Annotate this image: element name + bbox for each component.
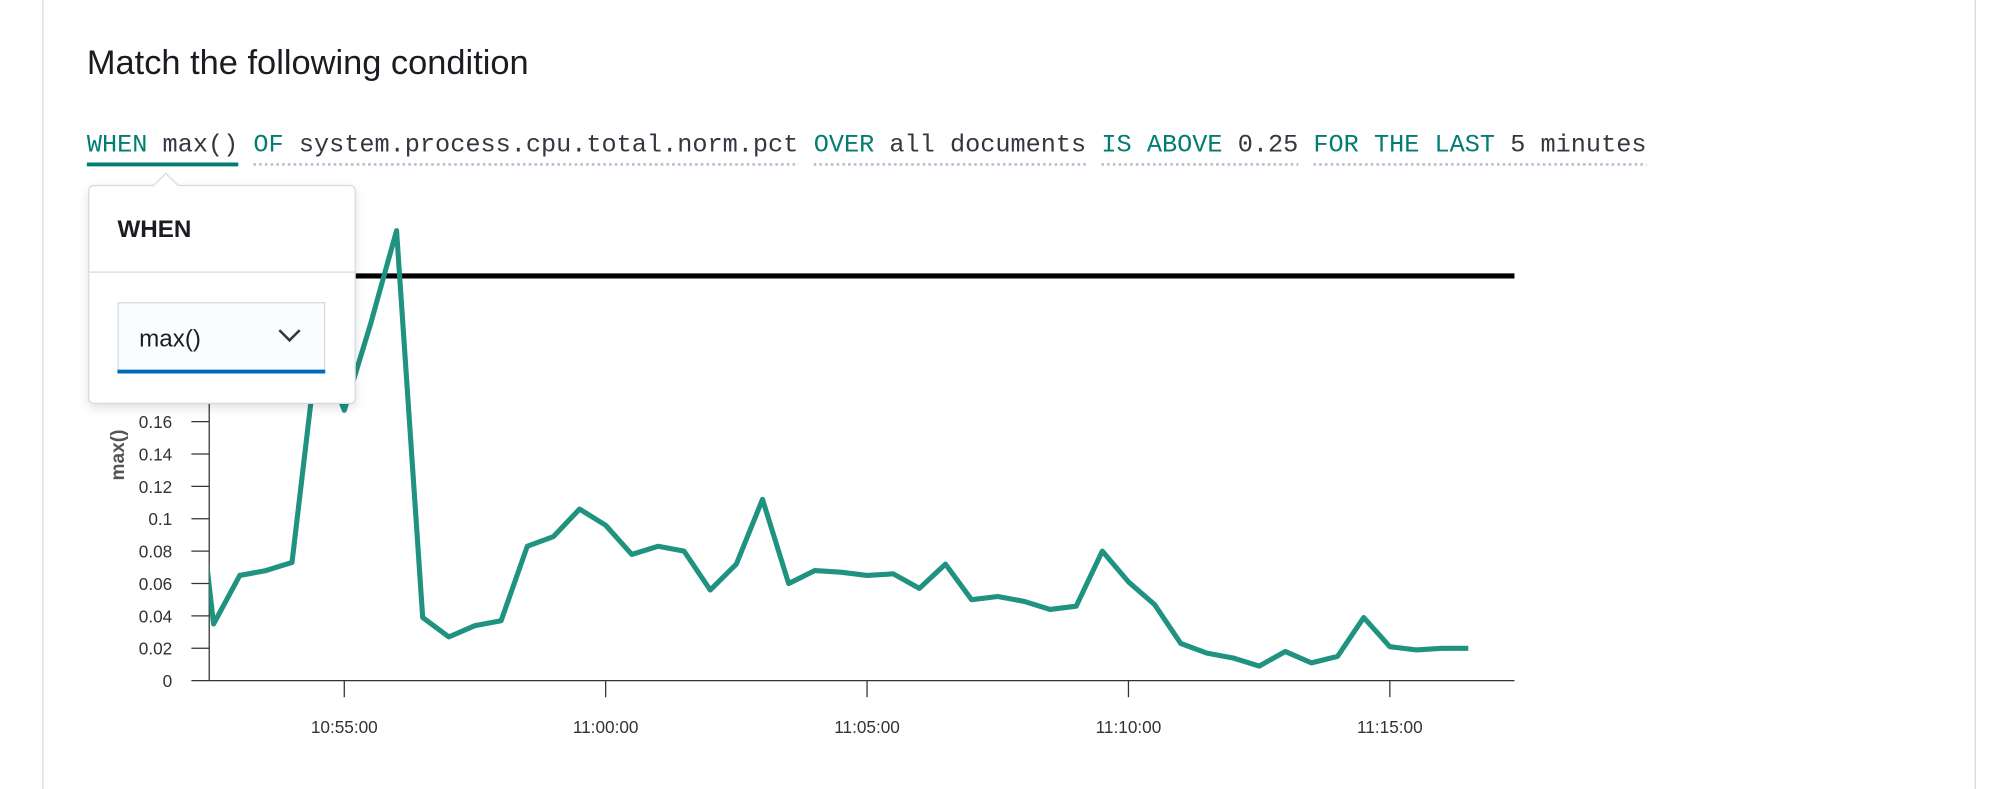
clause-keyword[interactable]: OVER xyxy=(814,131,875,160)
y-axis-label: max() xyxy=(108,430,129,481)
clause-keyword[interactable]: OF xyxy=(253,131,283,160)
expression-clause[interactable]: IS ABOVE 0.25 xyxy=(1101,131,1299,166)
condition-expression: WHEN max() OF system.process.cpu.total.norm… xyxy=(86,131,1647,167)
expression-clause[interactable]: OVER all documents xyxy=(813,131,1087,166)
clause-value[interactable]: 0.25 xyxy=(1238,131,1299,160)
x-tick-label: 11:10:00 xyxy=(1096,717,1162,737)
y-tick-label: 0.16 xyxy=(139,412,172,432)
clause-keyword[interactable]: FOR THE LAST xyxy=(1313,131,1495,160)
popover-content: WHEN max() xyxy=(89,172,355,374)
expression-clause[interactable]: WHEN max() xyxy=(86,131,239,167)
clause-keyword[interactable]: WHEN xyxy=(87,131,148,160)
y-tick-label: 0.08 xyxy=(139,542,172,562)
x-tick-label: 11:15:00 xyxy=(1357,717,1423,737)
x-tick-label: 10:55:00 xyxy=(311,717,378,737)
popover-arrow-mask xyxy=(154,184,178,189)
y-tick-label: 0.14 xyxy=(139,444,173,464)
section-title: Match the following condition xyxy=(87,44,529,82)
popover-arrow xyxy=(152,172,180,187)
select-chevron[interactable] xyxy=(278,329,301,343)
aggregation-select[interactable]: max() xyxy=(117,302,326,374)
y-tick-label: 0 xyxy=(163,671,173,691)
clause-value[interactable]: all documents xyxy=(889,131,1086,160)
x-tick-label: 11:00:00 xyxy=(573,717,639,737)
select-value[interactable]: max() xyxy=(139,326,201,353)
x-tick-label: 11:05:00 xyxy=(834,717,900,737)
y-tick-label: 0.06 xyxy=(139,574,172,594)
data-line xyxy=(209,228,1469,669)
select-box[interactable] xyxy=(117,302,326,374)
y-tick-label: 0.04 xyxy=(139,606,173,626)
clause-value[interactable]: system.process.cpu.total.norm.pct xyxy=(299,131,798,160)
clause-value[interactable]: max() xyxy=(163,131,239,160)
clause-value[interactable]: 5 minutes xyxy=(1510,131,1646,160)
y-tick-label: 0.1 xyxy=(148,509,172,529)
clause-keyword[interactable]: IS ABOVE xyxy=(1101,131,1222,160)
chart: 0 0.02 0.04 0.06 0.08 0.1 0.12 0.14 0.16 10:55:00… xyxy=(108,211,1515,737)
y-tick-label: 0.02 xyxy=(139,639,172,659)
popover-title: WHEN xyxy=(117,216,191,243)
expression-clause[interactable]: FOR THE LAST 5 minutes xyxy=(1313,131,1647,166)
expression-clause[interactable]: OF system.process.cpu.total.norm.pct xyxy=(253,131,799,166)
y-tick-label: 0.12 xyxy=(139,477,172,497)
